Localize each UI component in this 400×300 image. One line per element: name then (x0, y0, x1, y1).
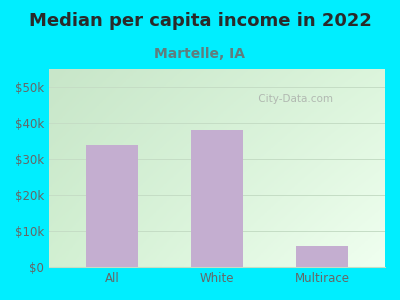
Text: Median per capita income in 2022: Median per capita income in 2022 (28, 12, 372, 30)
Bar (191, 130, 243, 267)
Text: City-Data.com: City-Data.com (255, 94, 333, 104)
Text: Martelle, IA: Martelle, IA (154, 46, 246, 61)
Bar (296, 245, 348, 267)
Bar (86, 145, 138, 267)
